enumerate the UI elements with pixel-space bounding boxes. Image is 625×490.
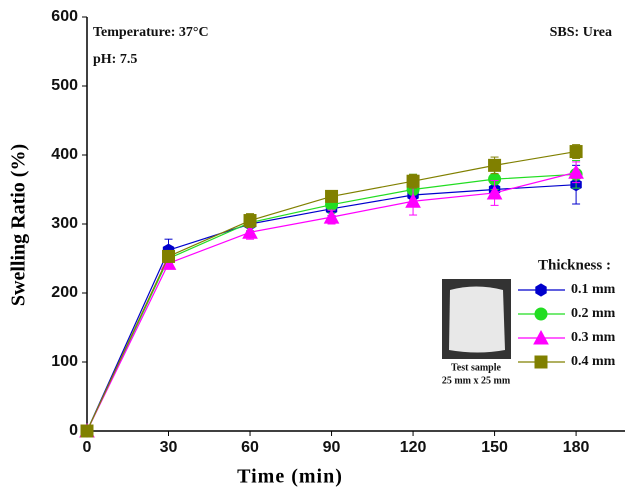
marker bbox=[80, 424, 94, 438]
y-tick-label: 600 bbox=[51, 8, 78, 25]
y-tick-label: 200 bbox=[51, 284, 78, 301]
x-tick-label: 30 bbox=[160, 439, 178, 456]
legend-marker bbox=[533, 329, 549, 345]
inset-photo bbox=[442, 279, 511, 359]
marker bbox=[325, 189, 339, 203]
legend-label: 0.2 mm bbox=[571, 306, 616, 321]
marker bbox=[486, 184, 503, 200]
x-axis-label: Time (min) bbox=[237, 466, 343, 488]
marker bbox=[162, 249, 176, 263]
marker bbox=[243, 214, 257, 228]
marker bbox=[242, 224, 258, 239]
legend-label: 0.4 mm bbox=[571, 354, 616, 369]
y-tick-label: 300 bbox=[51, 215, 78, 232]
inset-caption: Test sample bbox=[451, 362, 501, 373]
x-tick-label: 150 bbox=[481, 439, 508, 456]
y-tick-label: 400 bbox=[51, 146, 78, 163]
annotation: SBS: Urea bbox=[550, 25, 612, 40]
legend-marker bbox=[534, 307, 548, 321]
y-tick-label: 0 bbox=[69, 422, 78, 439]
x-tick-label: 180 bbox=[563, 439, 590, 456]
annotation: Temperature: 37°C bbox=[93, 25, 209, 40]
marker bbox=[569, 145, 583, 159]
x-tick-label: 120 bbox=[400, 439, 427, 456]
x-tick-label: 90 bbox=[323, 439, 341, 456]
marker bbox=[488, 158, 502, 172]
inset-caption: 25 mm x 25 mm bbox=[442, 375, 511, 386]
marker bbox=[323, 209, 340, 224]
x-tick-label: 60 bbox=[241, 439, 259, 456]
legend-title: Thickness : bbox=[538, 257, 611, 273]
legend-label: 0.1 mm bbox=[571, 282, 616, 297]
y-tick-label: 500 bbox=[51, 77, 78, 94]
y-axis-label: Swelling Ratio (%) bbox=[8, 144, 30, 306]
marker bbox=[406, 174, 420, 188]
legend-marker bbox=[534, 355, 548, 369]
y-tick-label: 100 bbox=[51, 353, 78, 370]
x-tick-label: 0 bbox=[83, 439, 92, 456]
legend-label: 0.3 mm bbox=[571, 330, 616, 345]
marker bbox=[405, 193, 421, 208]
legend-marker bbox=[535, 283, 547, 297]
marker bbox=[568, 164, 584, 179]
annotation: pH: 7.5 bbox=[93, 52, 137, 67]
